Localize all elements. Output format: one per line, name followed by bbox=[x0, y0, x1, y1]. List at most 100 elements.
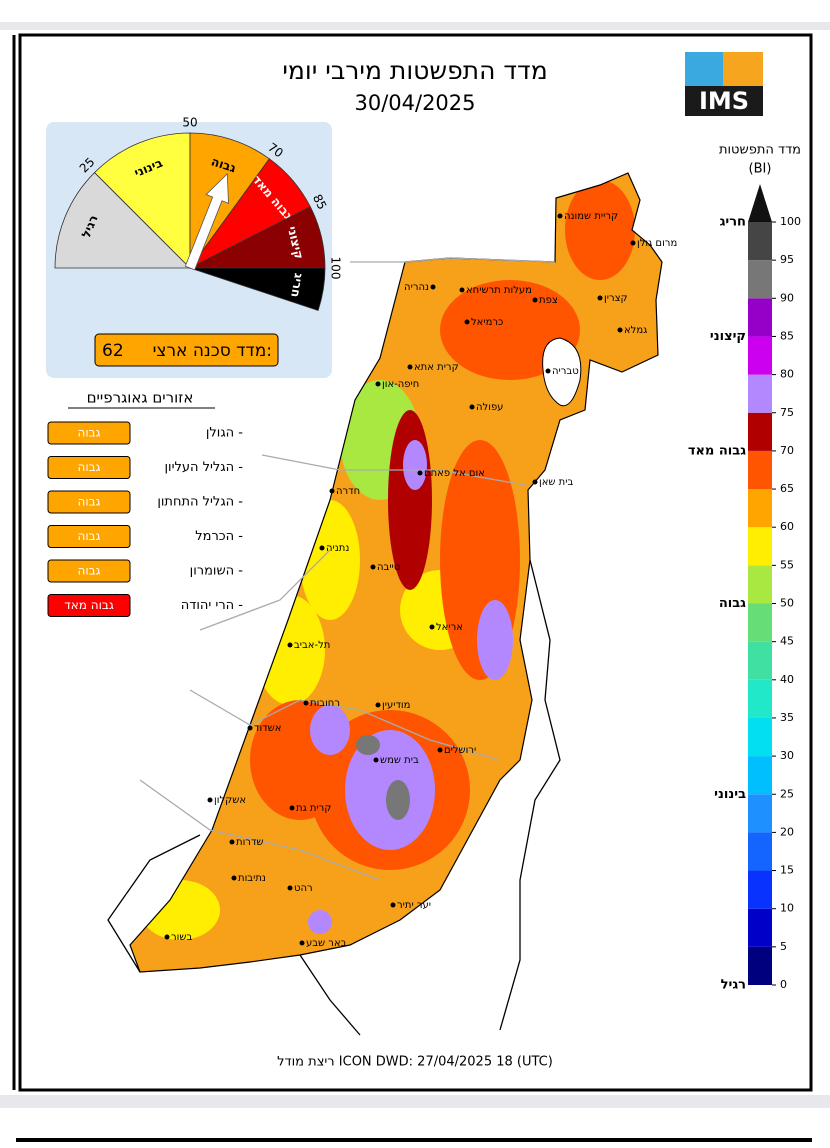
city-label: נהריה bbox=[404, 282, 429, 293]
gauge-tick: 50 bbox=[182, 116, 197, 130]
region-name: השומרון - bbox=[190, 564, 244, 579]
city-dot bbox=[429, 624, 435, 630]
index-badge bbox=[94, 333, 279, 367]
region-badge bbox=[47, 525, 131, 548]
colorbar-level: בינוני bbox=[714, 787, 746, 802]
city-dot bbox=[390, 902, 396, 908]
city-dot bbox=[617, 327, 623, 333]
colorbar-tick-label: 50 bbox=[780, 597, 794, 610]
city-dot bbox=[329, 488, 335, 494]
colorbar-tick-label: 40 bbox=[780, 673, 794, 686]
colorbar-tick-label: 30 bbox=[780, 749, 794, 762]
city-label: חדרה bbox=[336, 486, 360, 497]
city-label: רהט bbox=[294, 883, 313, 894]
city-label: קצרין bbox=[604, 293, 628, 304]
city-dot bbox=[545, 368, 551, 374]
city-dot bbox=[373, 757, 379, 763]
city-dot bbox=[417, 470, 423, 476]
colorbar-tick-label: 95 bbox=[780, 253, 794, 266]
date: 30/04/2025 bbox=[354, 91, 475, 115]
city-dot bbox=[231, 875, 237, 881]
colorbar-tick-label: 90 bbox=[780, 291, 794, 304]
index-label: מדד סכנה ארצי: bbox=[153, 341, 272, 361]
city-dot bbox=[375, 381, 381, 387]
city-label: אום אל פאחם bbox=[424, 468, 485, 479]
city-label: קרית אתא bbox=[414, 362, 459, 373]
colorbar-tick-label: 5 bbox=[780, 940, 787, 953]
region-name: הגליל העליון - bbox=[164, 460, 243, 475]
gauge-segment bbox=[54, 171, 191, 269]
city-dot bbox=[464, 319, 470, 325]
colorbar-tick-label: 55 bbox=[780, 558, 794, 571]
gauge-segment bbox=[189, 267, 326, 311]
colorbar-tick-label: 85 bbox=[780, 329, 794, 342]
city-label: באר שבע bbox=[306, 938, 347, 949]
colorbar-level: קיצוני bbox=[710, 329, 746, 344]
colorbar-cell bbox=[748, 222, 772, 261]
colorbar-cell bbox=[748, 298, 772, 337]
colorbar-cell bbox=[748, 374, 772, 413]
city-dot bbox=[375, 702, 381, 708]
index-value: 62 bbox=[102, 341, 124, 361]
city-dot bbox=[164, 934, 170, 940]
region-name: הגליל התחתון - bbox=[157, 495, 243, 510]
colorbar-title: מדד התפשטות bbox=[719, 143, 801, 158]
colorbar-cell bbox=[748, 489, 772, 528]
city-label: אשדוד bbox=[254, 723, 281, 734]
city-label: כרמיאל bbox=[471, 317, 503, 328]
colorbar-tick-label: 75 bbox=[780, 406, 794, 419]
regions: אזורים גאוגרפיים גבוה הגולן - גבוה הגליל העל… bbox=[47, 389, 244, 617]
colorbar-level: רגיל bbox=[721, 978, 746, 993]
region-level: גבוה מאד bbox=[64, 598, 114, 612]
colorbar-level: חריג bbox=[720, 215, 746, 230]
colorbar-level: גבוה bbox=[719, 596, 746, 611]
colorbar-tick-label: 70 bbox=[780, 444, 794, 457]
colorbar-tick-label: 0 bbox=[780, 978, 787, 991]
region-level: גבוה bbox=[78, 460, 101, 474]
city-label: גמלא bbox=[624, 325, 647, 336]
colorbar-cell bbox=[748, 908, 772, 947]
colorbar-cell bbox=[748, 794, 772, 833]
city-dot bbox=[630, 240, 636, 246]
city-dot bbox=[437, 747, 443, 753]
regions-title: אזורים גאוגרפיים bbox=[87, 389, 194, 407]
colorbar-cell bbox=[748, 412, 772, 451]
colorbar-cell bbox=[748, 679, 772, 718]
colorbar-cell bbox=[748, 603, 772, 642]
city-label: טבריה bbox=[552, 366, 579, 377]
colorbar-cell bbox=[748, 527, 772, 566]
region-badge bbox=[47, 559, 131, 583]
city-label: חיפה-און bbox=[382, 379, 419, 390]
city-label: טייבה bbox=[377, 562, 400, 573]
city-label: בית שמש bbox=[380, 755, 419, 766]
region-badge bbox=[47, 490, 131, 514]
city-label: אריאל bbox=[436, 622, 463, 633]
city-label: יער יתיר bbox=[397, 900, 431, 911]
colorbar-tick-label: 60 bbox=[780, 520, 794, 533]
city-label: קרית גת bbox=[296, 803, 331, 814]
colorbar-cell bbox=[748, 946, 772, 985]
city-dot bbox=[303, 700, 309, 706]
footer: ריצת מודל ICON DWD: 27/04/2025 18 (UTC) bbox=[277, 1055, 553, 1070]
colorbar-tick-label: 10 bbox=[780, 902, 794, 915]
colorbar-cell bbox=[748, 717, 772, 757]
colorbar-tick-label: 25 bbox=[780, 787, 794, 800]
city-label: ירושלים bbox=[444, 745, 476, 756]
gauge-arrow bbox=[184, 172, 229, 271]
region-badge bbox=[47, 421, 131, 445]
colorbar-cell bbox=[748, 870, 772, 909]
city-dot bbox=[289, 805, 295, 811]
city-label: מעלות תרשיחא bbox=[466, 285, 532, 296]
gauge-tick: 85 bbox=[310, 192, 329, 212]
colorbar-tick-label: 15 bbox=[780, 864, 794, 877]
colorbar-tick-label: 35 bbox=[780, 711, 794, 724]
colorbar-extend bbox=[748, 184, 772, 222]
title: מדד התפשטות מירבי יומי bbox=[282, 56, 547, 85]
city-label: אשקלון bbox=[214, 795, 246, 806]
city-dot bbox=[532, 297, 538, 303]
colorbar-tick-label: 100 bbox=[780, 215, 801, 228]
frame bbox=[18, 33, 813, 1092]
colorbar-tick-label: 45 bbox=[780, 635, 794, 648]
